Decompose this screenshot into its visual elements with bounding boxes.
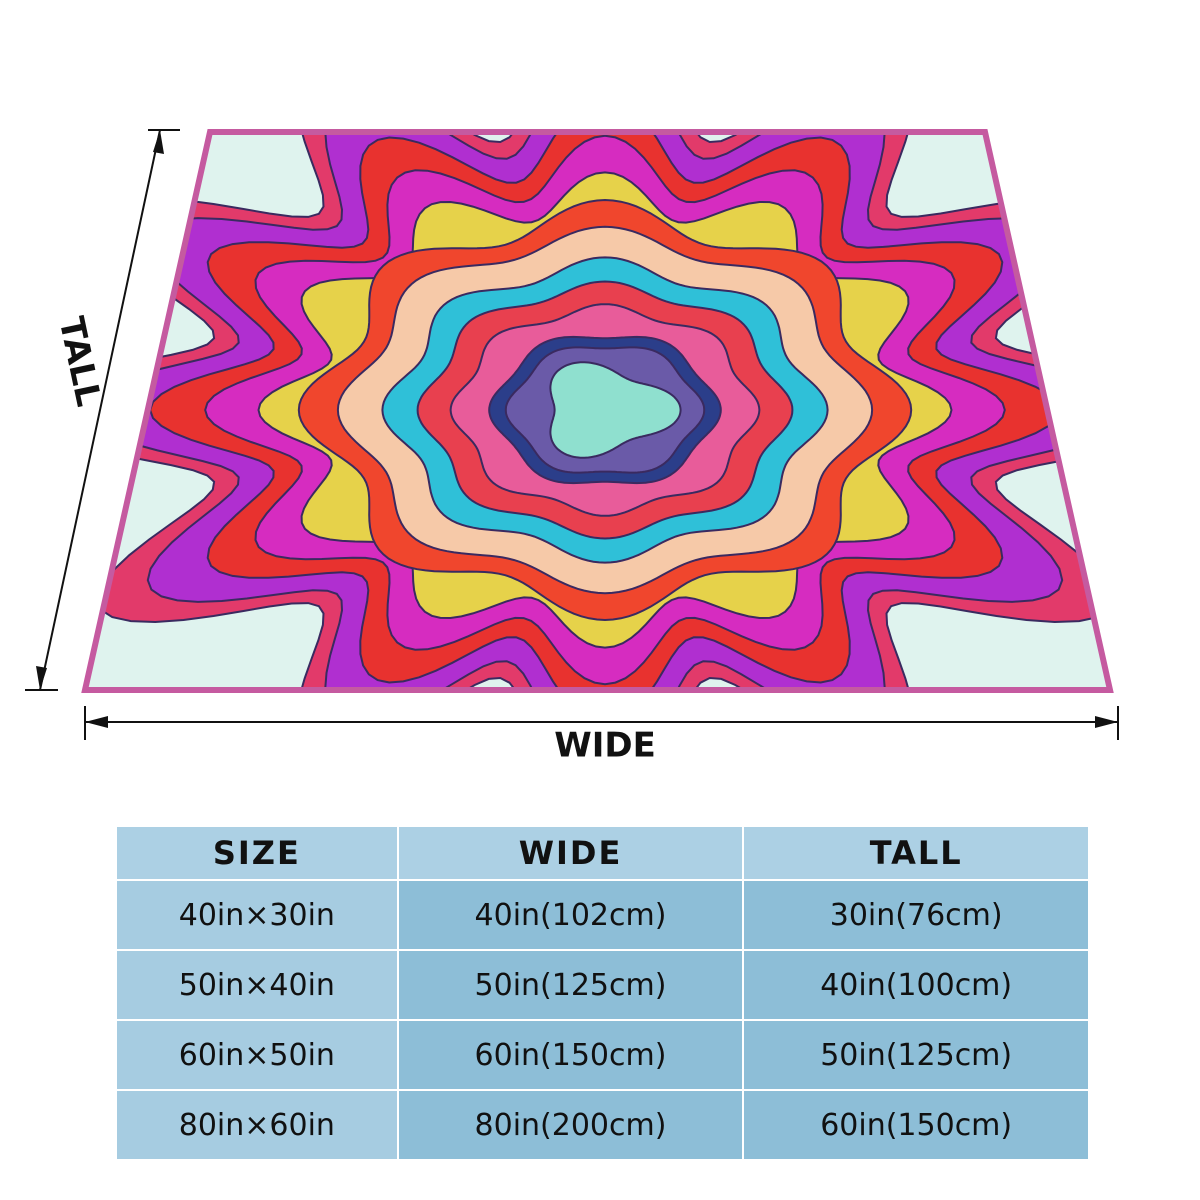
table-cell: 60in(150cm) (744, 1091, 1088, 1159)
table-cell: 60in(150cm) (398, 1021, 743, 1089)
table-cell: 30in(76cm) (744, 881, 1088, 949)
table-cell: 50in(125cm) (398, 951, 743, 1019)
size-table: SIZE WIDE TALL 40in×30in 40in(102cm) 30in(76c… (115, 825, 1090, 1161)
table-cell: 40in(100cm) (744, 951, 1088, 1019)
header-cell: TALL (744, 827, 1088, 879)
table-row: 40in×30in 40in(102cm) 30in(76cm) (117, 881, 1088, 949)
table-cell: 60in×50in (117, 1021, 397, 1089)
table-cell: 50in×40in (117, 951, 397, 1019)
mandala-ring (549, 361, 682, 459)
table-row: 50in×40in 50in(125cm) 40in(100cm) (117, 951, 1088, 1019)
table-cell: 80in(200cm) (398, 1091, 743, 1159)
header-cell: WIDE (398, 827, 743, 879)
table-cell: 50in(125cm) (744, 1021, 1088, 1089)
mandala-pattern (85, 132, 1110, 690)
arrow-head (1095, 716, 1118, 728)
arrow-head (153, 130, 164, 154)
arrow-head (85, 716, 108, 728)
wide-label: WIDE (554, 726, 656, 766)
table-row: 80in×60in 80in(200cm) 60in(150cm) (117, 1091, 1088, 1159)
arrow-head (36, 666, 47, 690)
tall-arrow (39, 129, 161, 691)
tall-label: TALL (51, 313, 109, 410)
blanket-edge (81, 129, 1114, 693)
illustration: TALL WIDE (25, 129, 1119, 766)
table-cell: 40in(102cm) (398, 881, 743, 949)
table-row: 60in×50in 60in(150cm) 50in(125cm) (117, 1021, 1088, 1089)
table-cell: 80in×60in (117, 1091, 397, 1159)
header-cell: SIZE (117, 827, 397, 879)
table-row: SIZE WIDE TALL (117, 827, 1088, 879)
table-cell: 40in×30in (117, 881, 397, 949)
